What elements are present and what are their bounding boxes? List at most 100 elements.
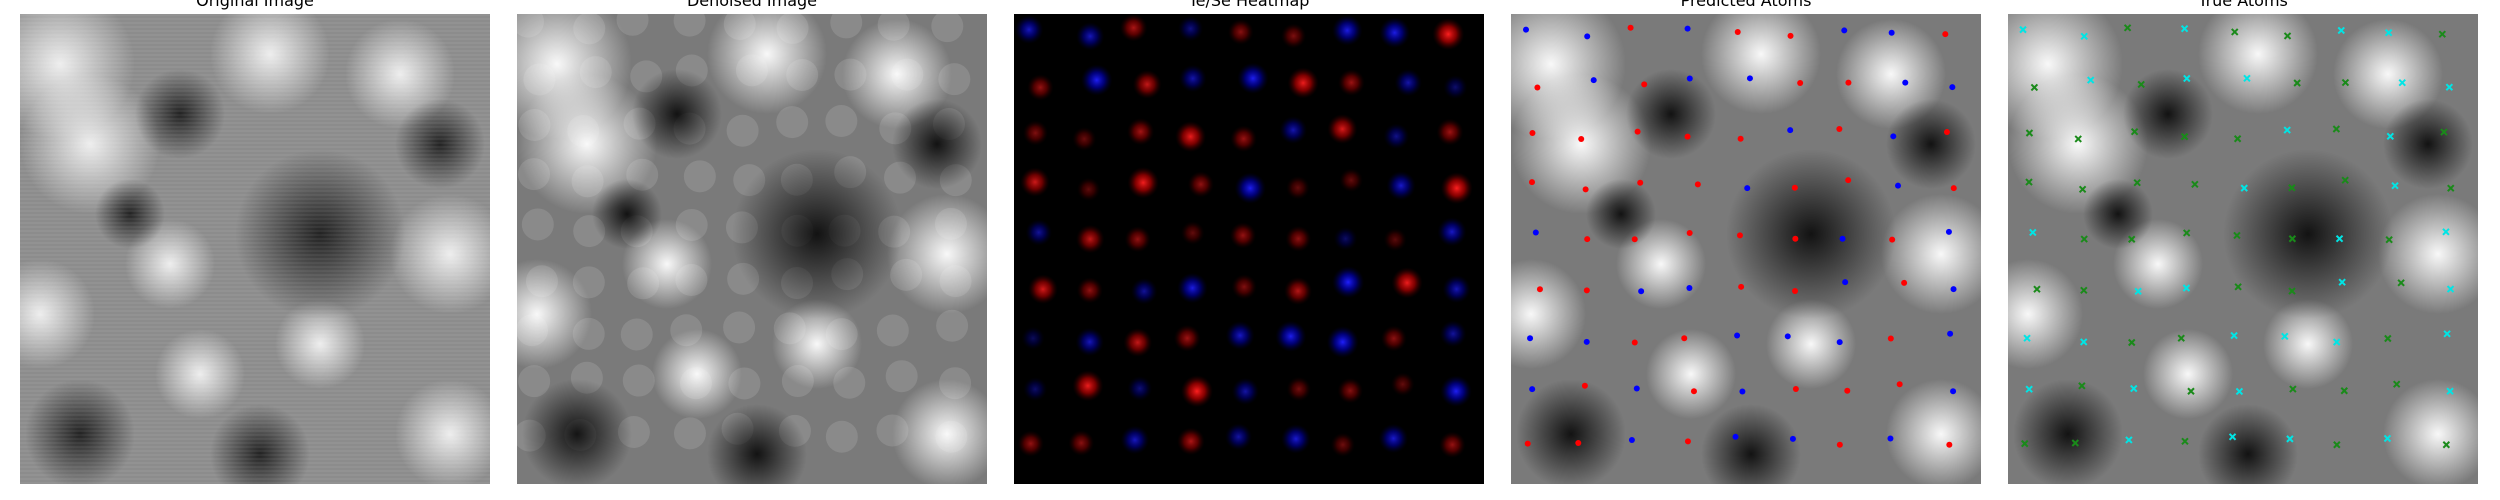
te-heat-spot (1390, 372, 1415, 396)
true-atom-x-green (2231, 28, 2239, 36)
atom-spot (567, 114, 600, 147)
true-atom-x-green (2080, 286, 2088, 295)
atom-spot (572, 266, 605, 299)
true-atoms-plot (2008, 14, 2478, 484)
true-atom-x-cyan (2445, 83, 2454, 91)
te-heat-spot (1338, 69, 1365, 96)
atom-spot (891, 58, 924, 91)
predicted-te-dot (1792, 288, 1799, 295)
true-atom-x-cyan (2446, 387, 2454, 395)
predicted-se-dot (1744, 185, 1751, 192)
predicted-te-dot (1737, 135, 1744, 142)
predicted-te-dot (1946, 441, 1953, 448)
true-atom-x-green (2384, 334, 2392, 343)
se-heat-spot (1332, 15, 1363, 46)
true-atom-x-green (2340, 387, 2348, 395)
predicted-te-dot (1901, 279, 1908, 286)
true-atom-x-green (2341, 176, 2349, 184)
true-atom-x-cyan (2182, 284, 2191, 292)
predicted-se-dot (1633, 385, 1640, 392)
te-heat-spot (1287, 67, 1319, 99)
panel-title: Predicted Atoms (1680, 0, 1812, 10)
predicted-se-dot (1949, 84, 1956, 91)
predicted-te-dot (1581, 382, 1588, 389)
atom-spot (830, 14, 863, 39)
true-atom-x-green (2127, 235, 2136, 243)
predicted-te-dot (1736, 232, 1743, 239)
se-heat-spot (1225, 321, 1255, 350)
true-atom-markers (2019, 24, 2455, 449)
atom-spot (726, 114, 759, 147)
te-heat-spot (1177, 427, 1205, 456)
dark-blobs (1516, 69, 1976, 484)
te-heat-spot (1436, 118, 1464, 146)
atom-spot (931, 14, 964, 43)
atom-spot (517, 14, 544, 38)
true-atom-x-green (2078, 185, 2087, 194)
predicted-te-dot (1529, 130, 1536, 137)
true-atom-x-green (2025, 129, 2034, 137)
predicted-te-dot (1791, 184, 1798, 191)
atom-spot (786, 58, 819, 91)
se-heat-spot (1081, 64, 1113, 96)
predicted-te-dot (1734, 28, 1741, 35)
te-heat-spot (1017, 430, 1044, 457)
true-atom-x-cyan (2384, 29, 2393, 37)
predicted-te-dot (1797, 79, 1804, 86)
atom-spot (683, 160, 716, 193)
true-atom-x-green (2187, 387, 2195, 395)
true-atom-x-green (2288, 184, 2296, 192)
atom-spot (572, 317, 605, 350)
true-atom-x-green (2021, 439, 2029, 448)
te-heat-spot (1337, 378, 1363, 404)
predicted-se-dot (1532, 229, 1539, 236)
true-atom-x-green (2234, 283, 2242, 291)
te-heat-spot (1227, 19, 1254, 45)
atom-spot (876, 414, 909, 447)
panel-denoised-image: Denoised Image (517, 0, 987, 486)
predicted-se-dot (1950, 286, 1957, 293)
true-atom-x-green (2288, 287, 2296, 295)
true-atom-x-green (2293, 79, 2301, 87)
true-atom-x-green (2080, 235, 2088, 243)
predicted-se-dot (1789, 435, 1796, 442)
dark-blobs (2013, 69, 2473, 484)
panel-true-atoms: True Atoms (2008, 0, 2478, 486)
predicted-te-dot (1684, 133, 1691, 140)
atom-spot (627, 267, 660, 300)
te-heat-spot (1284, 277, 1312, 305)
se-heat-spot (1237, 62, 1269, 94)
true-atom-x-green (2288, 235, 2297, 243)
te-heat-spot (1286, 376, 1312, 402)
true-atom-x-green (2074, 135, 2082, 143)
te-heat-spot (1380, 325, 1407, 352)
predicted-te-dot (1641, 81, 1648, 88)
atom-spot (939, 265, 972, 298)
te-heat-spot (1123, 328, 1153, 357)
te-heat-spot (1072, 127, 1097, 151)
predicted-te-dot (1637, 179, 1644, 186)
te-heat-spot (1127, 167, 1159, 199)
atom-spot (518, 158, 551, 191)
atom-spot (834, 58, 867, 91)
dark-blobs (522, 69, 982, 484)
atom-spot (518, 109, 551, 142)
true-atom-x-cyan (2240, 184, 2248, 192)
atom-spot (776, 14, 809, 44)
te-heat-spot (1180, 221, 1205, 245)
predicted-se-dot (1529, 386, 1536, 393)
predicted-te-dot (1681, 335, 1688, 342)
true-atom-x-green (2447, 184, 2455, 192)
true-atom-x-cyan (2087, 76, 2095, 84)
panel-title: Denoised Image (686, 0, 818, 10)
true-atom-x-cyan (2228, 433, 2237, 441)
se-heat-spot (1023, 377, 1048, 402)
true-atom-x-cyan (2391, 181, 2399, 190)
atom-spot (622, 364, 655, 397)
atom-spot (773, 312, 806, 345)
true-atom-x-green (2385, 235, 2393, 244)
true-atom-x-green (2071, 439, 2079, 447)
te-heat-spot (1327, 114, 1358, 144)
se-heat-spot (1127, 376, 1153, 401)
te-heat-spot (1077, 177, 1101, 201)
